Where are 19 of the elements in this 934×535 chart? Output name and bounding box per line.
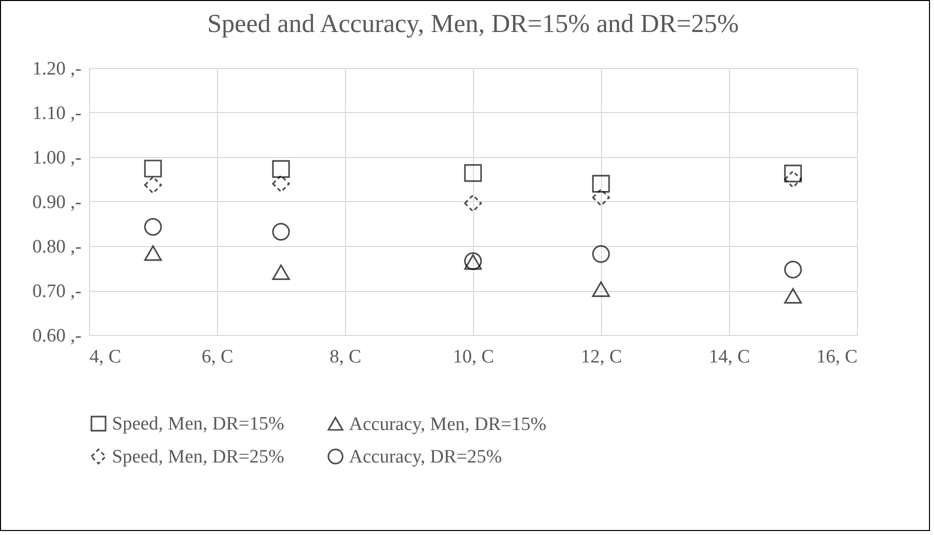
y-tick-label: 0.60 ,- — [32, 326, 82, 346]
x-tick-label: 14, C — [708, 346, 750, 368]
y-tick-label: 1.00 ,- — [32, 148, 82, 168]
y-tick-label: 0.70 ,- — [32, 281, 82, 302]
y-tick-label: 0.80 ,- — [32, 236, 82, 258]
legend-label: Accuracy, DR=25% — [349, 446, 502, 468]
x-tick-label: 4, C — [90, 346, 122, 368]
legend-label: Speed, Men, DR=15% — [112, 414, 284, 435]
x-tick-label: 10, C — [452, 346, 494, 368]
y-tick-label: 1.20 ,- — [32, 58, 82, 80]
y-tick-label: 0.90 ,- — [32, 192, 82, 213]
x-tick-label: 12, C — [580, 346, 622, 368]
chart-title: Speed and Accuracy, Men, DR=15% and DR=25% — [207, 9, 739, 38]
x-tick-label: 16, C — [816, 346, 858, 368]
legend-label: Speed, Men, DR=25% — [112, 446, 284, 468]
x-tick-label: 6, C — [202, 346, 234, 368]
x-tick-label: 8, C — [330, 346, 362, 368]
legend-label: Accuracy, Men, DR=15% — [349, 414, 546, 435]
y-tick-label: 1.10 ,- — [32, 103, 82, 124]
